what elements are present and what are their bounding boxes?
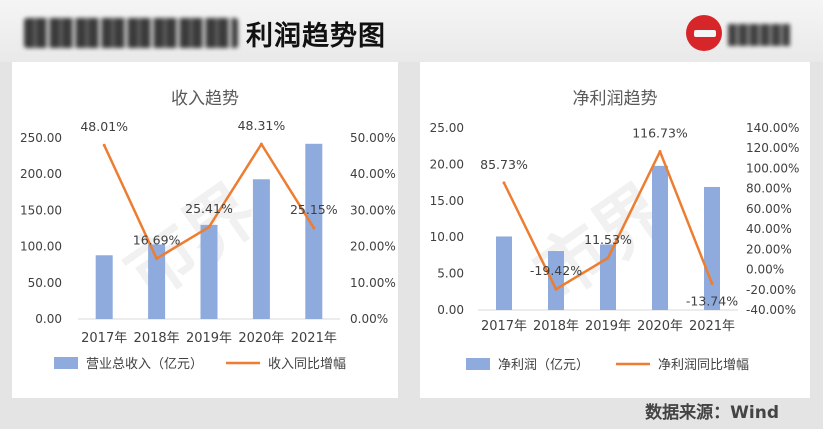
growth-point bbox=[207, 225, 211, 229]
growth-point bbox=[102, 143, 106, 147]
x-tick-label: 2021年 bbox=[291, 331, 337, 346]
net-profit-chart: 市界净利润趋势0.005.0010.0015.0020.0025.00-40.0… bbox=[430, 89, 800, 373]
blurred-company-name bbox=[24, 18, 238, 48]
blurred-brand-text bbox=[728, 24, 790, 46]
y-right-tick-label: 10.00% bbox=[350, 276, 396, 290]
revenue-chart: 市界收入趋势0.0050.00100.00150.00200.00250.000… bbox=[20, 89, 396, 372]
growth-point bbox=[259, 142, 263, 146]
y-right-tick-label: -20.00% bbox=[746, 283, 796, 297]
growth-point bbox=[312, 226, 316, 230]
y-right-tick-label: 120.00% bbox=[746, 141, 799, 155]
y-right-tick-label: 20.00% bbox=[746, 242, 792, 256]
y-right-tick-label: 140.00% bbox=[746, 121, 799, 135]
x-tick-label: 2017年 bbox=[81, 331, 127, 346]
bar-2018年 bbox=[148, 244, 166, 319]
y-right-tick-label: 20.00% bbox=[350, 240, 396, 254]
growth-point bbox=[606, 256, 610, 260]
bar-2020年 bbox=[652, 165, 668, 310]
legend-line-label: 收入同比增幅 bbox=[268, 357, 346, 372]
revenue-chart-panel: 市界 收入趋势 0.00 50.00 100.00 150.00 200.00 250.00 0… bbox=[12, 62, 398, 398]
y-left-tick-label: 0.00 bbox=[35, 312, 62, 326]
bar-2019年 bbox=[600, 244, 616, 310]
y-right-tick-label: 100.00% bbox=[746, 161, 799, 175]
y-right-tick-label: 0.00% bbox=[350, 312, 388, 326]
y-right-tick-label: 50.00% bbox=[350, 131, 396, 145]
bar-2017年 bbox=[95, 255, 113, 319]
chart-title: 收入趋势 bbox=[171, 89, 239, 109]
profit-chart-panel: 市界 净利润趋势 0.00 5.00 10.00 15.00 20.00 25.00 -40.0… bbox=[420, 62, 810, 398]
growth-data-label: -13.74% bbox=[686, 293, 738, 308]
bar-2021年 bbox=[305, 143, 323, 319]
legend-line-label: 净利润同比增幅 bbox=[658, 358, 749, 373]
y-right-tick-label: 60.00% bbox=[746, 202, 792, 216]
x-tick-label: 2020年 bbox=[637, 319, 683, 334]
legend-bar-swatch bbox=[466, 358, 490, 370]
growth-point bbox=[502, 181, 506, 185]
y-left-tick-label: 150.00 bbox=[20, 203, 62, 217]
y-right-tick-label: 30.00% bbox=[350, 203, 396, 217]
y-left-tick-label: 10.00 bbox=[430, 230, 464, 244]
y-right-tick-label: 0.00% bbox=[746, 263, 784, 277]
bar-2020年 bbox=[252, 179, 270, 319]
growth-data-label: 25.41% bbox=[185, 201, 233, 216]
legend-bar-label: 营业总收入（亿元） bbox=[86, 357, 203, 372]
brand-logo-icon bbox=[686, 15, 722, 51]
x-tick-label: 2020年 bbox=[238, 331, 284, 346]
y-right-tick-label: 80.00% bbox=[746, 182, 792, 196]
y-left-tick-label: 50.00 bbox=[28, 276, 62, 290]
growth-data-label: 25.15% bbox=[290, 202, 338, 217]
x-tick-label: 2017年 bbox=[481, 319, 527, 334]
growth-data-label: 48.01% bbox=[80, 119, 128, 134]
bar-2018年 bbox=[548, 251, 564, 310]
y-right-tick-label: -40.00% bbox=[746, 303, 796, 317]
y-left-tick-label: 20.00 bbox=[430, 157, 464, 171]
bar-2019年 bbox=[200, 224, 218, 319]
y-left-tick-label: 200.00 bbox=[20, 167, 62, 181]
y-left-tick-label: 0.00 bbox=[437, 303, 464, 317]
growth-point bbox=[710, 281, 714, 285]
x-tick-label: 2018年 bbox=[134, 331, 180, 346]
source-label: 数据来源：Wind bbox=[645, 403, 779, 423]
growth-data-label: 116.73% bbox=[632, 126, 688, 141]
growth-data-label: 16.69% bbox=[133, 233, 181, 248]
x-tick-label: 2018年 bbox=[533, 319, 579, 334]
header-banner: 利润趋势图 bbox=[0, 0, 823, 62]
y-left-tick-label: 15.00 bbox=[430, 194, 464, 208]
x-tick-label: 2019年 bbox=[585, 319, 631, 334]
growth-data-label: 11.53% bbox=[584, 232, 632, 247]
y-left-tick-label: 100.00 bbox=[20, 240, 62, 254]
growth-point bbox=[554, 287, 558, 291]
y-left-tick-label: 25.00 bbox=[430, 121, 464, 135]
y-right-tick-label: 40.00% bbox=[350, 167, 396, 181]
y-left-tick-label: 5.00 bbox=[437, 267, 464, 281]
y-right-tick-label: 40.00% bbox=[746, 222, 792, 236]
page-title: 利润趋势图 bbox=[246, 21, 386, 52]
bar-2017年 bbox=[496, 236, 512, 310]
growth-data-label: -19.42% bbox=[530, 263, 582, 278]
legend-bar-swatch bbox=[54, 357, 78, 369]
growth-data-label: 85.73% bbox=[480, 157, 528, 172]
growth-data-label: 48.31% bbox=[238, 118, 286, 133]
bar-2021年 bbox=[704, 186, 720, 310]
chart-title: 净利润趋势 bbox=[573, 89, 658, 109]
x-tick-label: 2019年 bbox=[186, 331, 232, 346]
legend-bar-label: 净利润（亿元） bbox=[498, 358, 589, 373]
growth-point bbox=[658, 150, 662, 154]
growth-point bbox=[155, 257, 159, 261]
x-tick-label: 2021年 bbox=[689, 319, 735, 334]
y-left-tick-label: 250.00 bbox=[20, 131, 62, 145]
